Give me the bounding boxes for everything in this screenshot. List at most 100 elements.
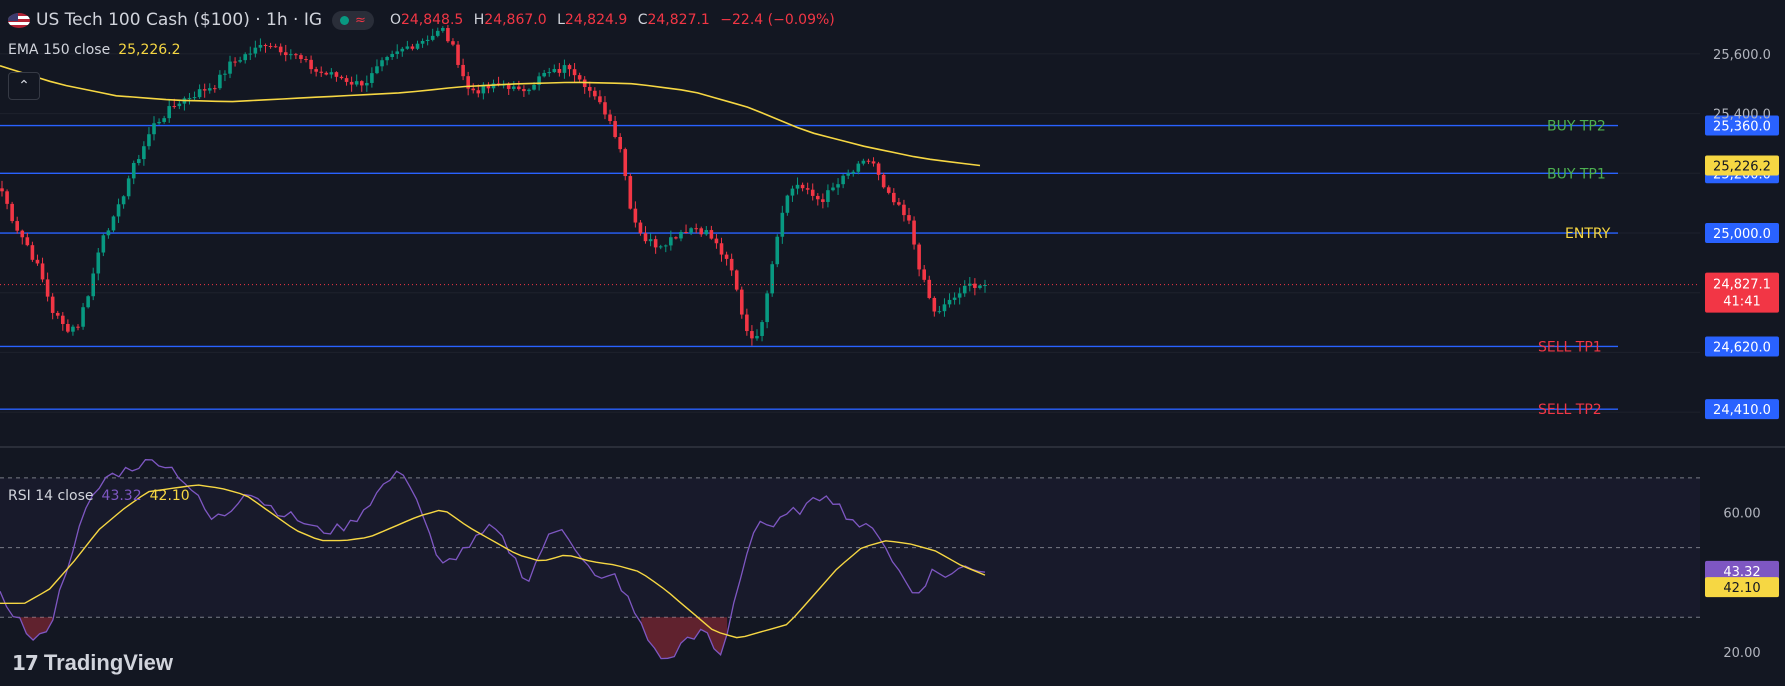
level-label: SELL TP1 [1538, 339, 1602, 355]
rsi-legend[interactable]: RSI 14 close 43.32 42.10 [8, 488, 190, 504]
candle [289, 49, 293, 60]
candle [663, 244, 668, 253]
candle [734, 269, 739, 292]
tradingview-logo-icon: 17 [12, 651, 39, 675]
candle [5, 189, 9, 210]
candle [729, 253, 734, 276]
candle [147, 127, 151, 150]
candle [309, 55, 313, 74]
candle [699, 226, 704, 237]
candle [689, 227, 693, 236]
candle [897, 197, 901, 207]
candle [268, 42, 273, 49]
candle [20, 229, 25, 245]
level-buy-tp1[interactable]: BUY TP1 [0, 166, 1618, 182]
candle [243, 52, 248, 64]
candle [10, 201, 14, 224]
symbol-title[interactable]: US Tech 100 Cash ($100) · 1h · IG [36, 10, 323, 30]
candle [354, 74, 359, 87]
candle [881, 172, 886, 189]
candle [658, 244, 663, 250]
ema-legend[interactable]: EMA 150 close 25,226.2 [8, 42, 181, 58]
candle [739, 286, 744, 319]
ema-label: EMA 150 close [8, 42, 111, 58]
svg-text:25,226.2: 25,226.2 [1713, 159, 1771, 174]
candle [765, 290, 769, 329]
candle [187, 92, 192, 105]
candle [61, 312, 65, 331]
candle [142, 141, 146, 166]
candle [294, 52, 298, 60]
wave-icon: ≈ [355, 12, 366, 28]
level-sell-tp1[interactable]: SELL TP1 [0, 339, 1618, 355]
candle [359, 80, 364, 92]
rsi-oversold-fill [641, 617, 728, 659]
candle [71, 324, 75, 336]
candle [978, 284, 982, 290]
candle [456, 41, 460, 68]
price-axis[interactable]: 25,360.025,200.025,000.024,620.024,410.0… [1705, 48, 1779, 420]
candle [967, 276, 972, 292]
candle [831, 182, 835, 192]
candle [324, 71, 329, 76]
level-entry[interactable]: ENTRY [0, 226, 1618, 242]
svg-text:42.10: 42.10 [1723, 581, 1760, 596]
candle [826, 184, 830, 208]
candle [258, 38, 263, 52]
price-change: −22.4 (−0.09%) [720, 12, 835, 28]
candle [815, 193, 820, 206]
candle [25, 233, 30, 247]
tradingview-logo[interactable]: 17 TradingView [12, 650, 173, 676]
candle [314, 66, 318, 77]
candle [562, 59, 567, 79]
candle [719, 237, 724, 262]
candle [522, 85, 526, 97]
level-label: SELL TP2 [1538, 402, 1602, 418]
candle [466, 71, 470, 96]
candle [273, 43, 278, 48]
market-open-dot-icon [340, 15, 350, 25]
candle [684, 224, 688, 234]
candle [15, 216, 20, 234]
candle [775, 234, 780, 268]
candle [299, 53, 303, 64]
candle [851, 169, 856, 177]
market-status[interactable]: ≈ [332, 10, 374, 30]
price-tick-label: 25,600.0 [1713, 48, 1771, 63]
level-price-tag: 24,620.0 [1705, 336, 1779, 357]
rsi-value-tag: 43.32 [1705, 560, 1779, 581]
candle [106, 228, 111, 239]
svg-text:24,410.0: 24,410.0 [1713, 403, 1771, 418]
candle [886, 185, 891, 195]
price-tick-label: 25,400.0 [1713, 108, 1771, 123]
chevron-up-icon[interactable]: ⌃ [8, 72, 40, 100]
rsi-value: 43.32 [101, 488, 142, 504]
candle [96, 247, 101, 281]
candle [557, 62, 562, 77]
candle [907, 207, 911, 225]
candle [790, 185, 795, 202]
candle [380, 57, 384, 72]
candle [527, 88, 531, 95]
candle [339, 75, 344, 80]
candle [552, 64, 557, 74]
ohlc-values: O24,848.5 H24,867.0 L24,824.9 C24,827.1 … [389, 12, 835, 28]
level-buy-tp2[interactable]: BUY TP2 [0, 119, 1618, 135]
candle [116, 198, 121, 223]
us-flag-icon [8, 12, 30, 28]
svg-text:43.32: 43.32 [1723, 565, 1760, 580]
rsi-ma-value-tag: 42.10 [1705, 577, 1779, 598]
level-label: BUY TP2 [1547, 119, 1606, 135]
ema-price-tag: 25,226.2 [1705, 155, 1779, 176]
candle [846, 169, 850, 180]
candle [648, 233, 653, 247]
candle [608, 109, 612, 125]
level-sell-tp2[interactable]: SELL TP2 [0, 402, 1618, 418]
trade-levels: BUY TP2 BUY TP1 ENTRY SELL TP1 SELL TP2 [0, 119, 1618, 418]
candle [121, 195, 126, 209]
level-price-tag: 25,000.0 [1705, 223, 1779, 244]
candle [430, 28, 435, 42]
candle [537, 72, 541, 91]
candle [679, 229, 683, 242]
